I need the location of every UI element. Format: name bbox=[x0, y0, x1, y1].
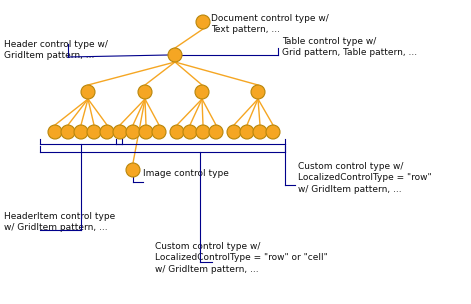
Circle shape bbox=[87, 125, 101, 139]
Text: Header control type w/
GridItem pattern, ...: Header control type w/ GridItem pattern,… bbox=[4, 40, 108, 60]
Circle shape bbox=[183, 125, 197, 139]
Circle shape bbox=[126, 163, 140, 177]
Circle shape bbox=[74, 125, 88, 139]
Circle shape bbox=[196, 125, 210, 139]
Circle shape bbox=[196, 15, 210, 29]
Circle shape bbox=[100, 125, 114, 139]
Circle shape bbox=[48, 125, 62, 139]
Text: HeaderItem control type
w/ GridItem pattern, ...: HeaderItem control type w/ GridItem patt… bbox=[4, 212, 115, 232]
Circle shape bbox=[251, 85, 265, 99]
Circle shape bbox=[81, 85, 95, 99]
Circle shape bbox=[253, 125, 267, 139]
Circle shape bbox=[113, 125, 127, 139]
Circle shape bbox=[168, 48, 182, 62]
Circle shape bbox=[209, 125, 223, 139]
Circle shape bbox=[152, 125, 166, 139]
Text: Table control type w/
Grid pattern, Table pattern, ...: Table control type w/ Grid pattern, Tabl… bbox=[282, 37, 417, 57]
Circle shape bbox=[170, 125, 184, 139]
Text: Custom control type w/
LocalizedControlType = "row"
w/ GridItem pattern, ...: Custom control type w/ LocalizedControlT… bbox=[298, 162, 431, 194]
Text: Custom control type w/
LocalizedControlType = "row" or "cell"
w/ GridItem patter: Custom control type w/ LocalizedControlT… bbox=[155, 242, 328, 274]
Circle shape bbox=[227, 125, 241, 139]
Circle shape bbox=[139, 125, 153, 139]
Circle shape bbox=[240, 125, 254, 139]
Text: Document control type w/
Text pattern, ...: Document control type w/ Text pattern, .… bbox=[211, 14, 329, 34]
Text: Image control type: Image control type bbox=[143, 168, 229, 178]
Circle shape bbox=[61, 125, 75, 139]
Circle shape bbox=[266, 125, 280, 139]
Circle shape bbox=[138, 85, 152, 99]
Circle shape bbox=[195, 85, 209, 99]
Circle shape bbox=[126, 125, 140, 139]
